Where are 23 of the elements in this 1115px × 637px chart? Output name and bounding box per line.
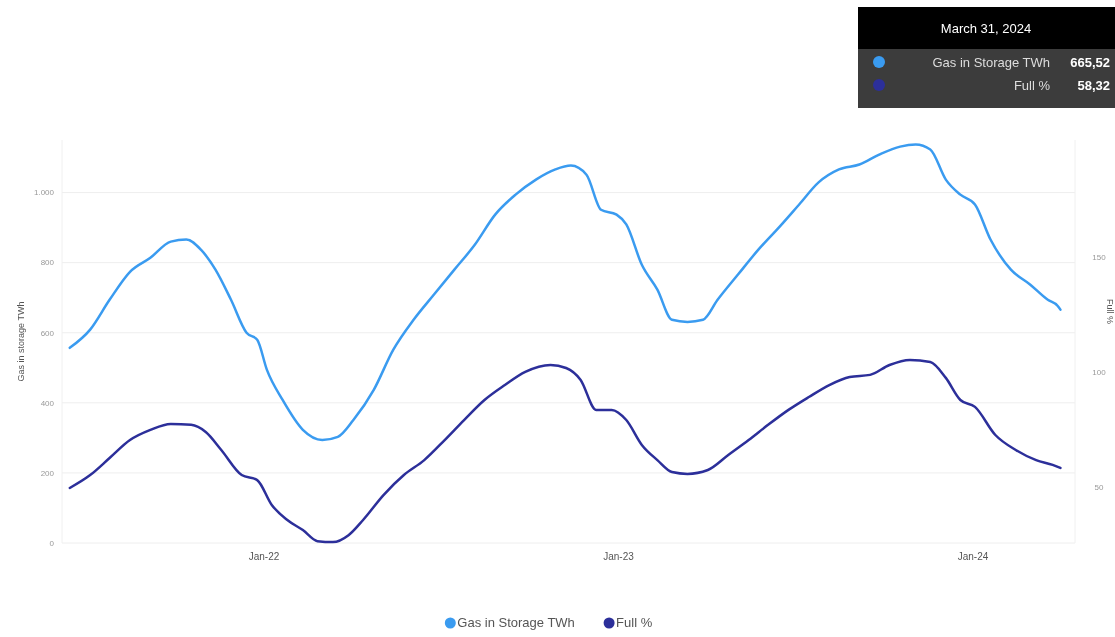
x-tick-label: Jan-23: [603, 551, 635, 562]
y-axis-title: Gas in storage TWh: [16, 301, 26, 382]
y2-tick-label: 150: [1092, 252, 1107, 262]
line-series: [68, 358, 1062, 544]
y2-axis-title: Full %: [1105, 298, 1115, 325]
text: Full %: [1013, 78, 1050, 93]
text: March 31, 2024: [940, 21, 1032, 36]
y2-tick-label: 50: [1094, 482, 1104, 492]
y-tick-label: 1.000: [33, 188, 55, 198]
y-tick-label: 600: [40, 328, 55, 338]
text: 665,52: [1070, 55, 1110, 70]
y-tick-label: 800: [40, 258, 55, 268]
x-tick-label: Jan-24: [957, 551, 989, 562]
text: Gas in Storage TWh: [932, 55, 1050, 70]
line-series: [68, 143, 1062, 442]
x-tick-label: Jan-22: [248, 551, 280, 562]
legend-label: Full %: [616, 615, 653, 630]
y2-tick-label: 100: [1092, 367, 1107, 377]
y-tick-label: 200: [40, 468, 55, 478]
text: 58,32: [1077, 78, 1110, 93]
legend-label: Gas in Storage TWh: [457, 615, 575, 630]
y-tick-label: 400: [40, 398, 55, 408]
y-tick-label: 0: [49, 538, 55, 548]
